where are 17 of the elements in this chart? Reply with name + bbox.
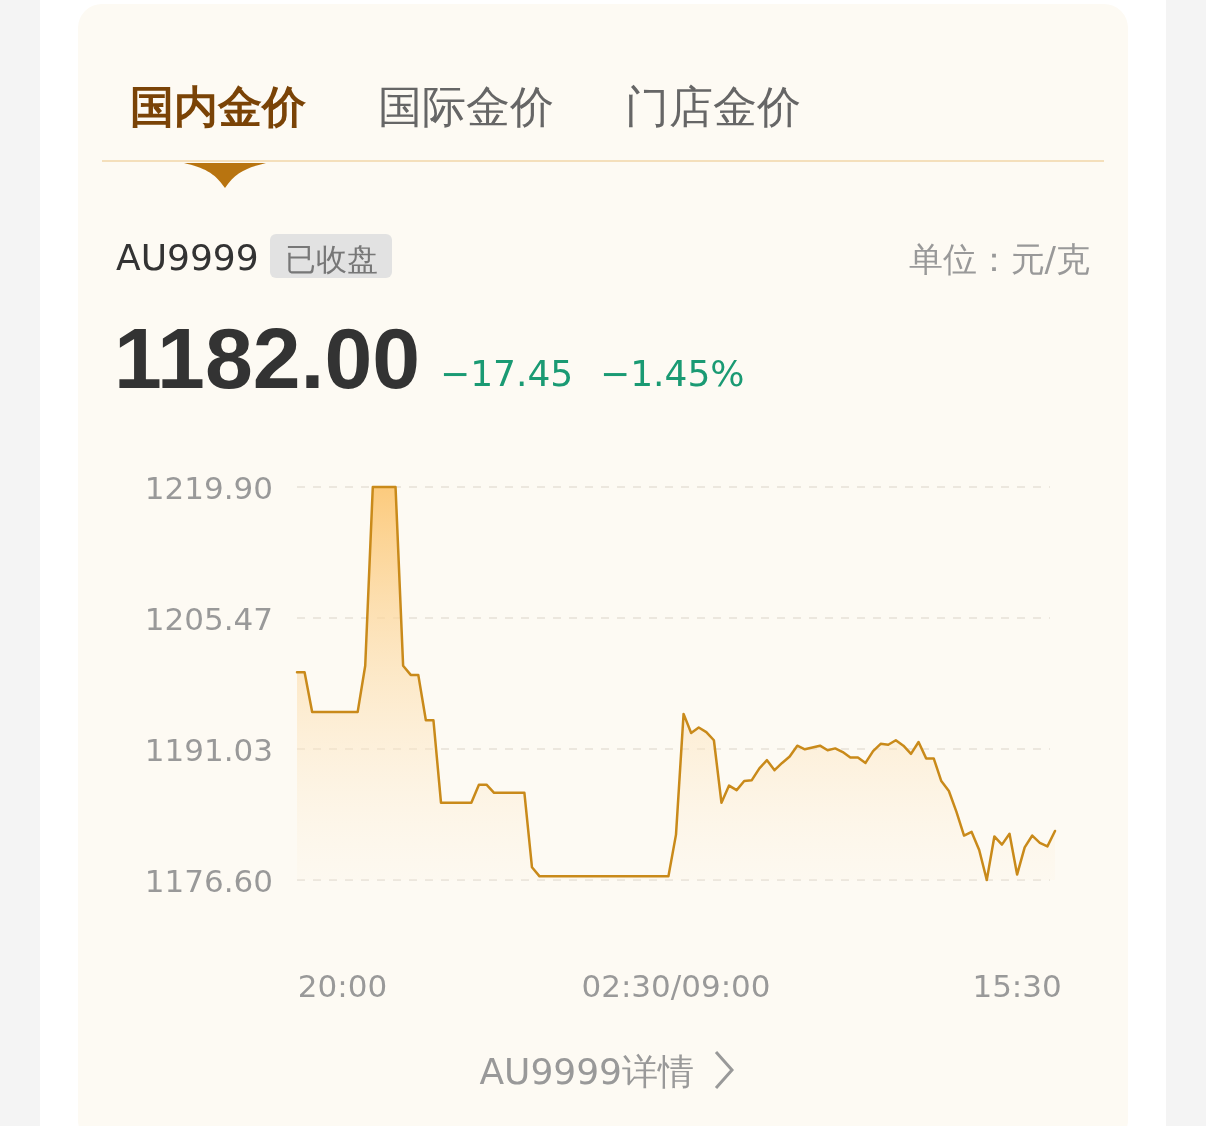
y-tick-label: 1219.90 — [144, 470, 273, 506]
text: 已收盘 — [284, 241, 378, 277]
x-tick-label: 20:00 — [297, 968, 388, 1004]
text: −17.45 — [440, 353, 574, 394]
text: 国际金价 — [378, 81, 554, 132]
text: 1182.00 — [114, 310, 421, 406]
x-tick-label: 02:30/09:00 — [581, 968, 771, 1004]
text: −1.45% — [600, 353, 745, 394]
y-tick-label: 1205.47 — [144, 600, 273, 637]
text: AU9999 — [116, 237, 259, 278]
text: 国内金价 — [130, 81, 307, 132]
text: 单位：元/克 — [908, 239, 1090, 279]
text: 门店金价 — [625, 81, 801, 132]
x-tick-label: 15:30 — [972, 968, 1062, 1004]
y-tick-label: 1176.60 — [144, 863, 273, 899]
y-tick-label: 1191.03 — [144, 732, 273, 769]
text: AU9999详情 — [479, 1051, 694, 1092]
